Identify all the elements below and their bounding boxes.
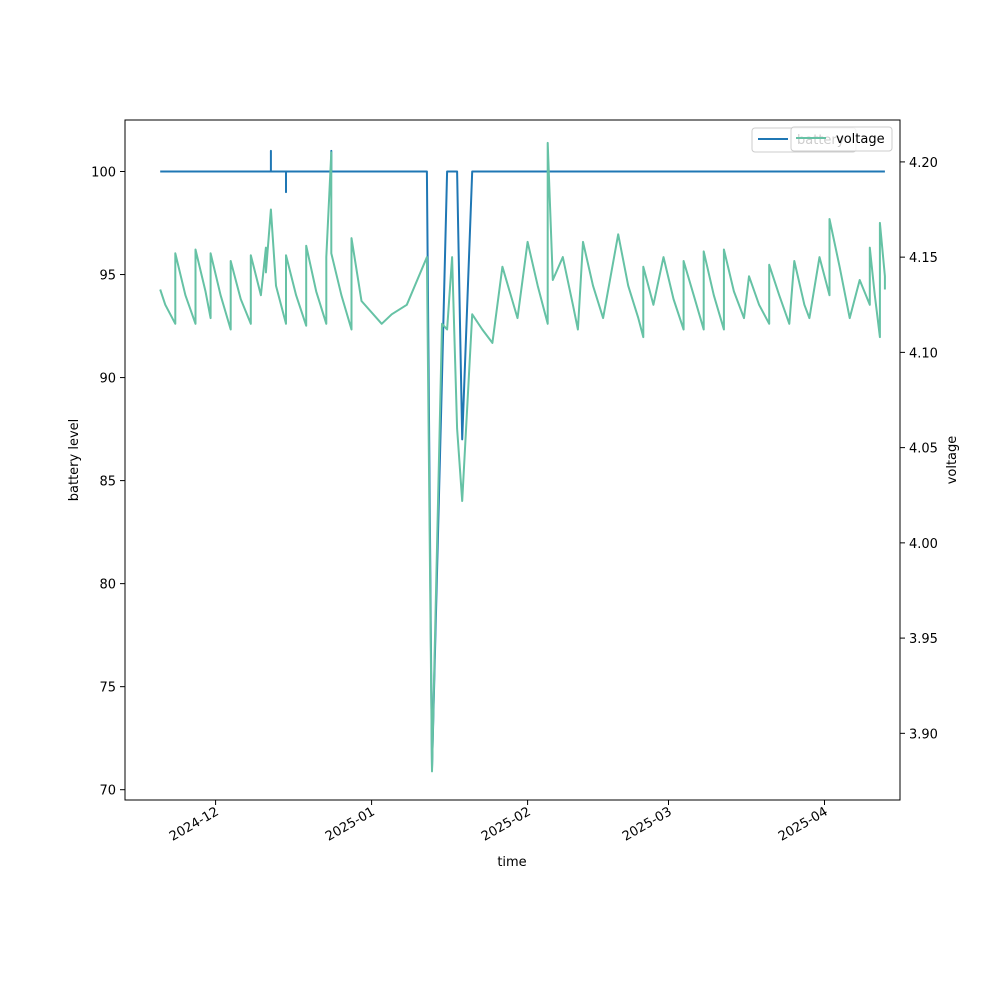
legend-box	[790, 126, 893, 152]
left-y-tick-label: 85	[99, 475, 116, 490]
left-y-tick-label: 80	[99, 578, 116, 593]
right-y-axis-title: voltage	[945, 436, 960, 485]
left-y-tick-label: 90	[99, 372, 116, 387]
right-y-tick-label: 3.90	[909, 727, 938, 742]
right-y-axis: 3.90 3.95 4.00 4.05 4.10 4.15 4.20	[900, 156, 938, 742]
left-y-tick-label: 70	[99, 784, 116, 799]
right-y-tick-label: 3.95	[909, 632, 938, 647]
left-y-tick-label: 100	[91, 166, 116, 181]
right-y-tick-label: 4.10	[909, 346, 938, 361]
right-y-tick-label: 4.05	[909, 442, 938, 457]
plot-frame	[124, 119, 901, 801]
left-y-axis: 70 75 80 85 90 95 100	[91, 166, 125, 799]
x-axis-title: time	[497, 855, 526, 870]
right-y-tick-label: 4.15	[909, 251, 938, 266]
legend-voltage: voltage	[790, 126, 893, 152]
left-y-tick-label: 95	[99, 269, 116, 284]
series-line-voltage	[159, 141, 886, 773]
left-y-axis-title: battery level	[67, 419, 82, 502]
left-y-tick-label: 75	[99, 681, 116, 696]
series-layer	[159, 141, 886, 773]
right-y-tick-label: 4.20	[909, 156, 938, 171]
legend-label-voltage: voltage	[836, 132, 885, 147]
right-y-tick-label: 4.00	[909, 537, 938, 552]
